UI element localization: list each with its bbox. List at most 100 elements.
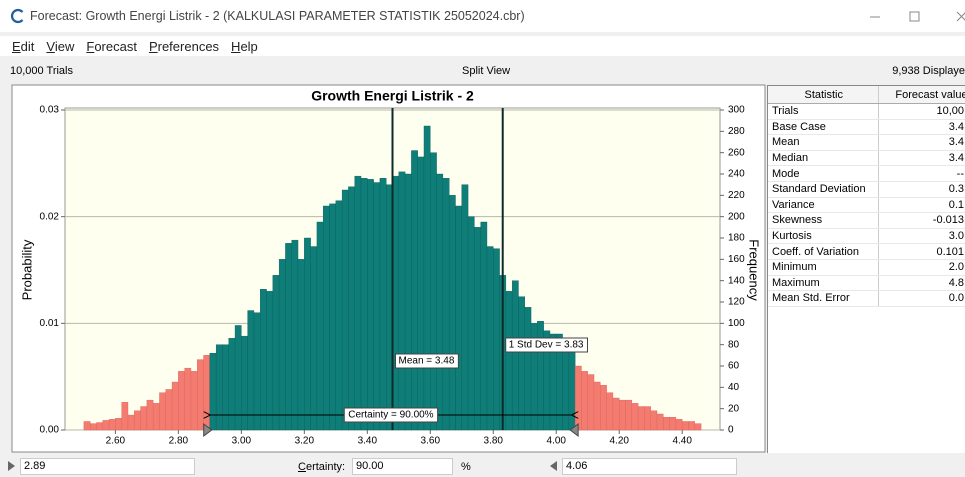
histogram-bar [593,381,601,431]
low-grabber[interactable] [203,423,213,437]
histogram-bar [650,410,658,431]
table-row: Maximum 4.8 [768,275,965,292]
y2-tick-label: 80 [728,339,740,350]
histogram-bar [663,417,670,431]
stat-name: Mean [768,134,878,151]
histogram-bar [411,150,418,431]
x-tick-label: 3.80 [484,436,504,447]
high-input[interactable]: 4.06 [562,458,737,475]
histogram-bar [266,291,274,431]
histogram-bar [562,340,570,431]
table-row: Base Case 3.4 [768,119,965,136]
histogram-bar [215,344,223,431]
histogram-bar [228,338,236,431]
x-tick-label: 3.40 [358,436,378,447]
y2-tick-label: 120 [728,297,745,308]
histogram-bar [417,156,425,431]
histogram-bar [524,307,532,431]
stat-name: Coeff. of Variation [768,243,878,260]
histogram-bar [341,189,349,431]
table-row: Trials 10,00 [768,103,965,120]
y-axis-label: Probability [19,239,34,300]
table-row: Standard Deviation 0.3 [768,181,965,198]
histogram-bar [234,325,242,431]
window-title: Forecast: Growth Energi Listrik - 2 (KAL… [30,9,525,23]
low-input[interactable]: 2.89 [20,458,195,475]
y-tick-label: 0.02 [40,211,60,222]
stat-value: 0.0 [877,290,965,307]
histogram-bar [688,421,696,431]
y2-tick-label: 140 [728,275,745,286]
y2-tick-label: 180 [728,233,745,244]
stat-value: 3.4 [877,119,965,136]
view-mode[interactable]: Split View [462,65,511,77]
close-button[interactable] [956,11,965,22]
stat-value: 3.0 [877,228,965,245]
histogram-bar [348,186,355,431]
histogram-bar [367,179,374,431]
trials-count: 10,000 Trials [10,65,73,77]
y2-tick-label: 300 [728,105,745,116]
menu-item[interactable]: Preferences [148,39,220,54]
stat-value: 4.8 [877,275,965,292]
histogram-bar [436,173,444,431]
table-row: Minimum 2.0 [768,259,965,276]
histogram-bar [108,419,116,431]
certainty-label: Certainty: [298,461,346,473]
certainty-label-box [343,407,439,423]
histogram-bar [165,389,173,431]
column-header: Forecast values [877,86,965,104]
histogram-bar [247,310,255,431]
menu-item[interactable]: Help [231,39,258,54]
histogram-bar [335,200,343,431]
histogram-bar [140,406,148,431]
chart-title: Growth Energi Listrik - 2 [311,88,474,104]
marker-label-box [395,353,459,369]
certainty-input[interactable]: 90.00 [352,458,453,475]
high-grabber[interactable] [550,461,558,471]
histogram-bar [373,182,381,431]
y2-tick-label: 40 [728,382,740,393]
app-icon [11,8,24,24]
histogram-bar [398,171,406,431]
menu-item[interactable]: View [46,39,75,54]
histogram-bar [606,392,614,431]
stat-name: Kurtosis [768,228,878,245]
histogram-bar [493,248,500,431]
y-tick-label: 0.03 [40,105,60,116]
histogram-bar [310,246,318,431]
histogram-bar [297,259,305,431]
x-tick-label: 2.60 [106,436,126,447]
histogram-bar [480,221,488,431]
histogram-bar [329,203,337,431]
histogram-bar [253,312,261,431]
certainty-label-text: Certainty = 90.00% [348,410,433,421]
maximize-button[interactable] [909,11,920,22]
stat-name: Skewness [768,212,878,229]
histogram-bar [379,178,387,431]
histogram-bar [285,243,292,431]
histogram-bar [644,406,651,431]
histogram-bar [360,178,368,431]
histogram-bar [134,410,141,431]
histogram-bar [619,399,626,431]
high-grabber[interactable] [569,423,579,437]
menu-item[interactable]: Edit [12,39,35,54]
menu-item[interactable]: Forecast [86,39,137,54]
histogram-bar [467,216,475,431]
table-row: Coeff. of Variation 0.101 [768,243,965,260]
histogram-bar [203,355,211,431]
table-row: Mean 3.4 [768,134,965,151]
marker-label: Mean = 3.48 [395,353,459,369]
low-grabber[interactable] [8,461,16,471]
histogram-bar [83,421,91,431]
stat-name: Base Case [768,119,878,136]
histogram-bar [127,414,135,431]
histogram-bar [272,275,280,431]
table-row: Variance 0.1 [768,197,965,214]
histogram-bar [197,359,204,431]
stat-value: -- [877,165,965,182]
y2-tick-label: 200 [728,211,745,222]
